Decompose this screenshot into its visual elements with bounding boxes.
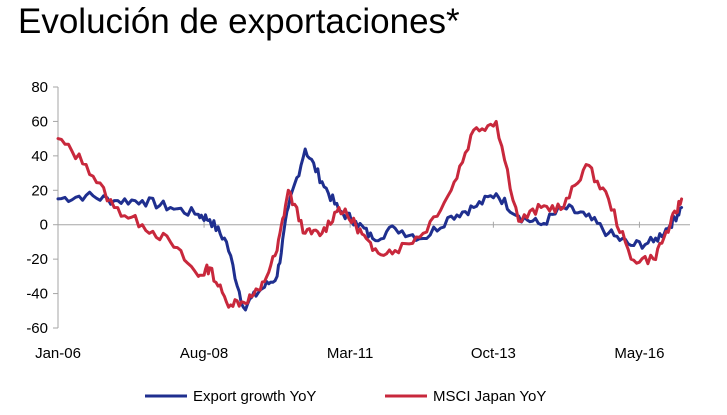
y-tick-label: -40 bbox=[26, 286, 48, 303]
y-tick-label: 80 bbox=[31, 79, 48, 96]
series-lines bbox=[56, 119, 684, 312]
legend-msci-japan-label: MSCI Japan YoY bbox=[433, 388, 546, 405]
x-tick-label: Jan-06 bbox=[35, 345, 81, 362]
legend: Export growth YoY MSCI Japan YoY bbox=[145, 388, 546, 405]
y-tick-label: 60 bbox=[31, 113, 48, 130]
series-line-export-growth bbox=[56, 147, 684, 312]
x-tick-label: Oct-13 bbox=[471, 345, 516, 362]
y-tick-label: 20 bbox=[31, 182, 48, 199]
x-tick-label: Aug-08 bbox=[180, 345, 228, 362]
legend-export-growth-label: Export growth YoY bbox=[193, 388, 316, 405]
series-line-msci-japan bbox=[56, 119, 684, 309]
y-tick-label: 40 bbox=[31, 148, 48, 165]
axes: 80 60 40 20 0 -20 -40 -60 Jan-06 Aug-08 Mar-11 Oct-… bbox=[26, 79, 690, 362]
y-tick-label: -60 bbox=[26, 320, 48, 337]
chart-title: Evolución de exportaciones* bbox=[18, 2, 460, 41]
y-tick-label: -20 bbox=[26, 251, 48, 268]
x-tick-label: May-16 bbox=[614, 345, 664, 362]
y-tick-label: 0 bbox=[40, 217, 48, 234]
x-tick-label: Mar-11 bbox=[327, 345, 373, 362]
